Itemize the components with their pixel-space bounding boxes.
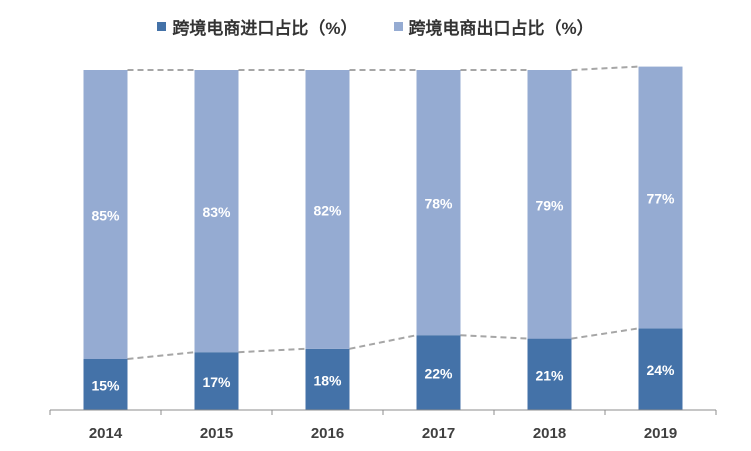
legend-label-import: 跨境电商进口占比（%）: [172, 19, 358, 38]
x-tick-label-2015: 2015: [200, 425, 233, 442]
data-label-export-2017: 78%: [424, 196, 453, 212]
data-label-import-2019: 24%: [646, 362, 675, 378]
x-tick-label-2019: 2019: [644, 425, 677, 442]
bar-import-2015: [194, 352, 239, 410]
bar-import-2016: [305, 348, 350, 410]
x-tick-label-2014: 2014: [89, 425, 123, 442]
bar-export-2019: [638, 66, 683, 329]
data-label-import-2015: 17%: [202, 374, 231, 390]
data-label-export-2018: 79%: [535, 197, 564, 213]
import-series-line-2: [349, 334, 417, 350]
data-label-import-2017: 22%: [424, 366, 453, 382]
import-series-line-1: [238, 347, 306, 354]
legend-item-export: 跨境电商出口占比（%）: [393, 14, 594, 39]
x-tick-label-2016: 2016: [311, 425, 344, 442]
data-label-export-2014: 85%: [91, 208, 120, 224]
x-tick-label-2017: 2017: [422, 425, 455, 442]
data-label-import-2018: 21%: [535, 367, 564, 383]
bar-export-2017: [416, 70, 461, 336]
bar-export-2016: [305, 70, 350, 349]
legend-swatch-export: [393, 22, 403, 31]
bar-export-2014: [83, 70, 128, 359]
bar-export-2015: [194, 70, 239, 353]
legend: 跨境电商进口占比（%） 跨境电商出口占比（%）: [0, 14, 751, 39]
bar-import-2019: [638, 328, 683, 410]
bar-import-2014: [83, 359, 128, 410]
import-series-line-0: [127, 351, 195, 360]
import-series-line-4: [571, 327, 639, 340]
data-label-export-2015: 83%: [202, 204, 231, 220]
legend-item-import: 跨境电商进口占比（%）: [157, 14, 358, 39]
data-label-export-2019: 77%: [646, 191, 675, 207]
data-label-import-2014: 15%: [91, 378, 120, 394]
import-series-line-3: [460, 334, 528, 340]
legend-swatch-import: [157, 22, 167, 31]
data-label-export-2016: 82%: [313, 202, 342, 218]
data-label-import-2016: 18%: [313, 372, 342, 388]
export-series-line-4: [571, 65, 639, 71]
bar-export-2018: [527, 70, 572, 339]
bar-import-2017: [416, 335, 461, 410]
x-tick-label-2018: 2018: [533, 425, 566, 442]
bar-import-2018: [527, 338, 572, 410]
legend-label-export: 跨境电商出口占比（%）: [408, 19, 594, 38]
